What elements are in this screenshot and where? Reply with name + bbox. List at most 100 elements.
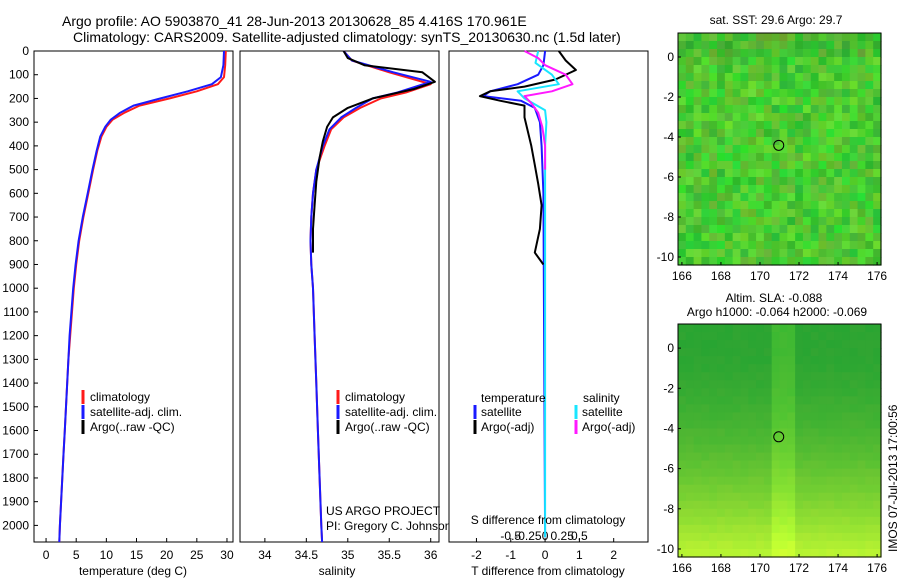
depth-tick-label: 2000 [2, 518, 29, 532]
depth-tick-label: 100 [9, 68, 29, 82]
legend-climatology: climatology [90, 390, 150, 404]
x-tick-label: 30 [220, 548, 234, 562]
map-x-tick-label: 166 [672, 561, 692, 575]
depth-tick-label: 1300 [2, 352, 29, 366]
map-x-tick-label: 174 [828, 561, 848, 575]
legend-s-argo: Argo(-adj) [582, 420, 635, 434]
temperature-xlabel: temperature (deg C) [79, 564, 187, 578]
series-line [309, 50, 432, 543]
x-tick-label: 0 [542, 548, 549, 562]
depth-tick-label: 700 [9, 210, 29, 224]
difference-panel: -2 -1 0 1 2-0.5-0.25 0 0.250.5 T difference fr… [448, 50, 649, 578]
side-label: IMOS 07-Jul-2013 17:00:56 [886, 404, 900, 552]
map-y-tick-label: -2 [663, 381, 674, 395]
legend-temperature: temperature [481, 391, 546, 405]
legend-s-satellite: satellite [582, 405, 623, 419]
x2-tick-label: -0.5 [500, 529, 521, 543]
map-y-tick-label: -4 [663, 421, 674, 435]
x-tick-label: 36 [424, 548, 438, 562]
title-line-2: Climatology: CARS2009. Satellite-adjuste… [73, 29, 621, 45]
depth-tick-label: 1000 [2, 281, 29, 295]
sla-map: Altim. SLA: -0.088 Argo h1000: -0.064 h2… [657, 291, 888, 575]
x-tick-label: 5 [73, 548, 80, 562]
series-line [482, 50, 547, 538]
map-y-tick-label: 0 [667, 341, 674, 355]
x-tick-label: 0 [43, 548, 50, 562]
map-y-tick-label: -6 [663, 170, 674, 184]
map-x-tick-label: 172 [789, 561, 809, 575]
map-x-tick-label: 168 [711, 561, 731, 575]
sla-map-subtitle: Argo h1000: -0.064 h2000: -0.069 [687, 305, 867, 319]
depth-tick-label: 400 [9, 139, 29, 153]
sst-map: sat. SST: 29.6 Argo: 29.7 166 168 170 172 17… [657, 13, 888, 283]
series-line [312, 50, 436, 253]
salinity-xlabel: salinity [319, 564, 356, 578]
x-tick-label: -2 [471, 548, 482, 562]
depth-tick-label: 500 [9, 163, 29, 177]
x-tick-label: 34 [258, 548, 272, 562]
map-y-tick-label: -8 [663, 210, 674, 224]
map-y-tick-label: -10 [657, 250, 675, 264]
depth-tick-label: 1500 [2, 400, 29, 414]
map-y-tick-label: -10 [657, 542, 675, 556]
x-tick-label: 1 [576, 548, 583, 562]
difference-xlabel-2: S difference from climatology [471, 513, 626, 527]
legend-t-satellite: satellite [481, 405, 522, 419]
depth-tick-label: 300 [9, 115, 29, 129]
x2-tick-label: 0.5 [571, 529, 588, 543]
map-x-tick-label: 176 [867, 561, 887, 575]
x-tick-label: 2 [610, 548, 617, 562]
map-x-tick-label: 174 [828, 269, 848, 283]
x-tick-label: 15 [130, 548, 144, 562]
project-label: US ARGO PROJECT [326, 504, 441, 518]
difference-legend: temperature satellite Argo(-adj) salinit… [473, 391, 635, 434]
legend-salinity: salinity [583, 391, 620, 405]
argo-location-marker-2 [773, 431, 785, 443]
map-y-tick-label: -2 [663, 90, 674, 104]
series-line [523, 50, 574, 170]
map-y-tick-label: 0 [667, 50, 674, 64]
map-y-tick-label: -6 [663, 462, 674, 476]
x2-tick-label: 0.25 [551, 529, 575, 543]
depth-tick-label: 1900 [2, 495, 29, 509]
temperature-legend: climatology satellite-adj. clim. Argo(..… [81, 390, 182, 434]
pi-label: PI: Gregory C. Johnson [326, 519, 451, 533]
salinity-panel: 34 34.5 35 35.5 36 salinity climatology sate… [239, 50, 451, 578]
map-x-tick-label: 168 [711, 269, 731, 283]
x-tick-label: 10 [100, 548, 114, 562]
map-y-tick-label: -8 [663, 502, 674, 516]
depth-tick-label: 1100 [3, 305, 29, 319]
map-x-tick-label: 170 [750, 269, 770, 283]
x-tick-label: 34.5 [295, 548, 319, 562]
legend-t-argo: Argo(-adj) [481, 420, 534, 434]
depth-tick-label: 1600 [2, 424, 29, 438]
sst-map-title: sat. SST: 29.6 Argo: 29.7 [710, 13, 843, 27]
map-y-tick-label: -4 [663, 130, 674, 144]
map-x-tick-label: 166 [672, 269, 692, 283]
depth-tick-label: 800 [9, 234, 29, 248]
x-tick-label: 25 [190, 548, 204, 562]
series-line [478, 50, 577, 266]
depth-tick-label: 0 [22, 44, 29, 58]
legend-argo: Argo(..raw -QC) [90, 420, 175, 434]
depth-tick-label: 1400 [2, 376, 29, 390]
map-x-tick-label: 176 [867, 269, 887, 283]
sla-map-title: Altim. SLA: -0.088 [726, 291, 823, 305]
depth-tick-label: 200 [9, 91, 29, 105]
legend-climatology-2: climatology [345, 390, 405, 404]
x-tick-label: 35 [341, 548, 355, 562]
depth-tick-label: 1800 [2, 471, 29, 485]
depth-tick-label: 1200 [2, 329, 29, 343]
argo-location-marker [773, 139, 785, 151]
x-tick-label: 20 [160, 548, 174, 562]
title-line-1: Argo profile: AO 5903870_41 28-Jun-2013 … [62, 13, 527, 29]
x2-tick-label: -0.25 [514, 529, 542, 543]
salinity-legend: climatology satellite-adj. clim. Argo(..… [336, 390, 437, 434]
series-line [58, 50, 225, 543]
depth-tick-label: 1700 [2, 447, 29, 461]
x-tick-label: 35.5 [378, 548, 402, 562]
x-tick-label: -1 [505, 548, 516, 562]
legend-argo-2: Argo(..raw -QC) [345, 420, 430, 434]
depth-tick-label: 900 [9, 257, 29, 271]
